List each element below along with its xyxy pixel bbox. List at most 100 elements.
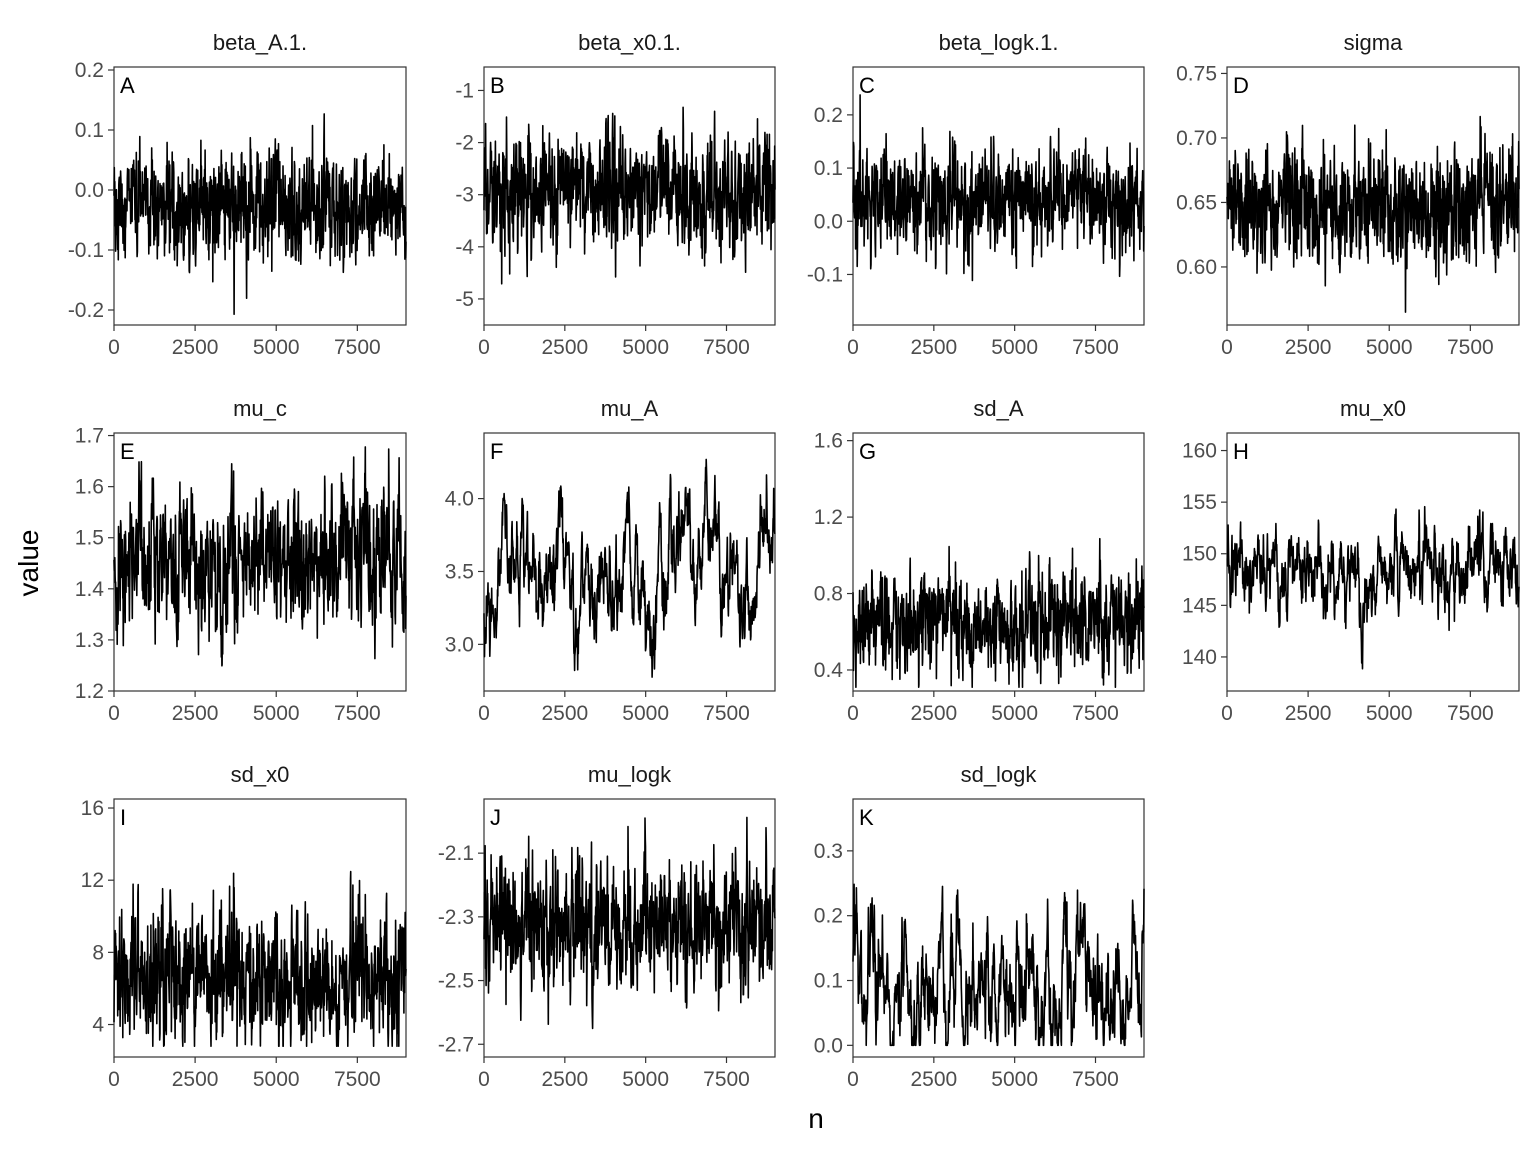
panel-title: beta_A.1.: [213, 30, 307, 55]
x-tick-label: 7500: [1447, 702, 1494, 725]
y-tick-label: -0.1: [807, 263, 843, 286]
panel-frame: [852, 432, 1145, 692]
x-tick-label: 7500: [703, 1068, 750, 1091]
x-tick-label: 7500: [1072, 336, 1119, 359]
y-tick-label: 4.0: [445, 488, 474, 511]
x-tick-label: 0: [847, 1068, 859, 1091]
panel-h: mu_x0 H 140 145 150 155 160 0 2500 5000 7500: [1182, 396, 1520, 725]
facet-panels: beta_A.1. A -0.2 -0.1 0.0 0.1 0.2 0 2500 5000 7500…: [68, 30, 1520, 1091]
panel-tag: H: [1233, 439, 1249, 464]
y-tick-label: 0.65: [1176, 191, 1217, 214]
y-tick-label: 0.1: [75, 119, 104, 142]
y-tick-label: 1.5: [75, 527, 104, 550]
x-tick-label: 2500: [1285, 336, 1332, 359]
y-tick-label: -4: [455, 236, 474, 259]
x-tick-label: 0: [847, 336, 859, 359]
panel-title: beta_x0.1.: [578, 30, 681, 55]
y-tick-label: 160: [1182, 440, 1217, 463]
y-tick-label: 150: [1182, 543, 1217, 566]
y-tick-label: 4: [92, 1014, 104, 1037]
x-tick-label: 7500: [1072, 1068, 1119, 1091]
y-tick-label: 0.2: [814, 905, 843, 928]
x-tick-label: 2500: [541, 336, 588, 359]
x-tick-label: 2500: [172, 336, 219, 359]
panel-tag: K: [859, 805, 874, 830]
x-tick-label: 0: [847, 702, 859, 725]
panel-a: beta_A.1. A -0.2 -0.1 0.0 0.1 0.2 0 2500 5000 7500: [68, 30, 407, 359]
y-axis-title: value: [13, 530, 44, 597]
y-tick-label: -0.1: [68, 239, 104, 262]
x-tick-label: 0: [108, 702, 120, 725]
y-tick-label: 1.7: [75, 425, 104, 448]
panel-g: sd_A G 0.4 0.8 1.2 1.6 0 2500 5000 7500: [814, 396, 1145, 725]
y-tick-label: 0.8: [814, 583, 843, 606]
y-tick-label: 0.4: [814, 659, 844, 682]
x-tick-label: 5000: [622, 702, 669, 725]
y-tick-label: 1.6: [75, 476, 104, 499]
panel-tag: A: [120, 73, 135, 98]
x-tick-label: 2500: [172, 1068, 219, 1091]
x-tick-label: 5000: [622, 336, 669, 359]
panel-title: mu_logk: [588, 762, 672, 787]
x-tick-label: 0: [478, 336, 490, 359]
trace-line: [483, 816, 776, 1030]
panel-title: mu_c: [233, 396, 287, 421]
y-tick-label: -1: [455, 79, 474, 102]
x-tick-label: 2500: [1285, 702, 1332, 725]
y-tick-label: 0.2: [75, 59, 104, 82]
y-tick-label: 16: [81, 797, 104, 820]
panel-tag: G: [859, 439, 876, 464]
y-tick-label: 0.60: [1176, 256, 1217, 279]
y-tick-label: -2: [455, 132, 474, 155]
y-tick-label: -2.3: [438, 906, 474, 929]
x-tick-label: 5000: [991, 336, 1038, 359]
y-tick-label: 0.75: [1176, 62, 1217, 85]
y-tick-label: -5: [455, 288, 474, 311]
trace-line: [1226, 115, 1520, 313]
x-axis-title: n: [808, 1103, 824, 1134]
panel-tag: E: [120, 439, 135, 464]
x-tick-label: 5000: [991, 1068, 1038, 1091]
panel-title: mu_A: [601, 396, 659, 421]
y-tick-label: 0.2: [814, 104, 843, 127]
panel-title: sd_x0: [231, 762, 290, 787]
x-tick-label: 5000: [253, 336, 300, 359]
y-tick-label: 0.0: [814, 210, 843, 233]
y-tick-label: 0.70: [1176, 127, 1217, 150]
panel-tag: C: [859, 73, 875, 98]
x-tick-label: 0: [1221, 336, 1233, 359]
panel-e: mu_c E 1.2 1.3 1.4 1.5 1.6 1.7 0 2500 5000 7500: [75, 396, 407, 725]
panel-tag: I: [120, 805, 126, 830]
y-tick-label: 1.2: [814, 506, 843, 529]
panel-title: sigma: [1344, 30, 1403, 55]
panel-tag: F: [490, 439, 503, 464]
x-tick-label: 2500: [541, 702, 588, 725]
y-tick-label: 140: [1182, 646, 1217, 669]
x-tick-label: 5000: [1366, 702, 1413, 725]
x-tick-label: 7500: [1072, 702, 1119, 725]
trace-line: [852, 883, 1145, 1047]
x-tick-label: 2500: [910, 702, 957, 725]
x-tick-label: 2500: [910, 1068, 957, 1091]
x-tick-label: 5000: [1366, 336, 1413, 359]
trace-line: [852, 94, 1145, 282]
y-tick-label: 0.1: [814, 970, 843, 993]
x-tick-label: 7500: [334, 1068, 381, 1091]
x-tick-label: 0: [1221, 702, 1233, 725]
x-tick-label: 7500: [703, 336, 750, 359]
y-tick-label: -3: [455, 184, 474, 207]
trace-line: [852, 537, 1145, 688]
trace-line: [483, 458, 776, 678]
x-tick-label: 2500: [541, 1068, 588, 1091]
x-tick-label: 0: [478, 702, 490, 725]
x-tick-label: 0: [108, 336, 120, 359]
panel-b: beta_x0.1. B -5 -4 -3 -2 -1 0 2500 5000 7500: [455, 30, 776, 359]
x-tick-label: 7500: [334, 336, 381, 359]
panel-tag: J: [490, 805, 501, 830]
y-tick-label: 1.3: [75, 629, 104, 652]
panel-j: mu_logk J -2.7 -2.5 -2.3 -2.1 0 2500 5000 7500: [438, 762, 776, 1091]
y-tick-label: 8: [92, 941, 104, 964]
x-tick-label: 0: [108, 1068, 120, 1091]
y-tick-label: 0.0: [814, 1034, 843, 1057]
